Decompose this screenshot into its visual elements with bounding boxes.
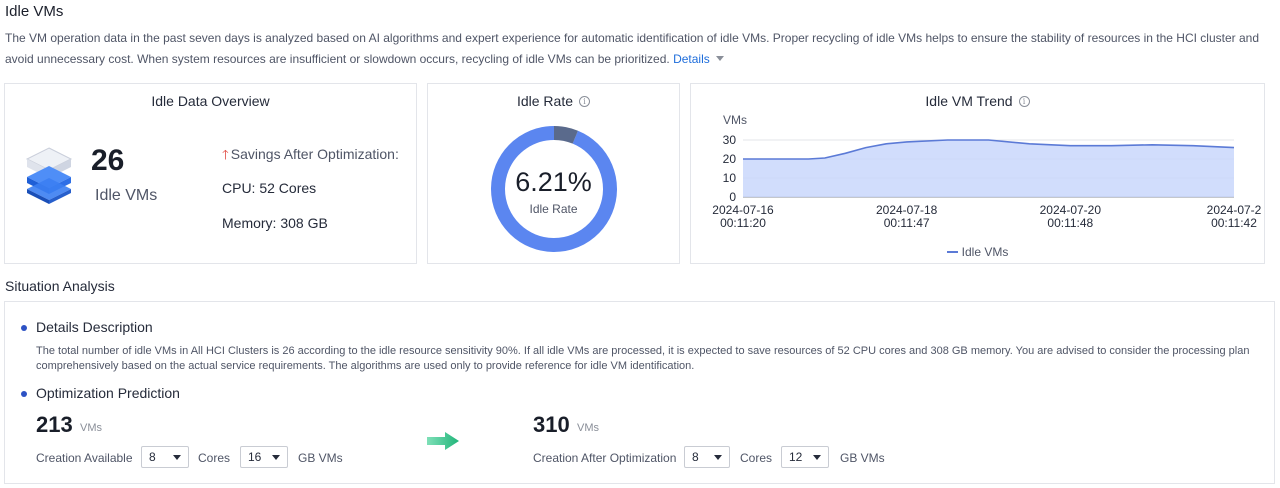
current-memory-select[interactable]: 16 bbox=[240, 446, 288, 468]
y-tick-label: 30 bbox=[723, 133, 737, 147]
intro-text: The VM operation data in the past seven … bbox=[5, 28, 1267, 70]
chevron-down-icon bbox=[173, 455, 181, 460]
info-icon[interactable]: i bbox=[579, 96, 591, 107]
page-title: Idle VMs bbox=[5, 3, 64, 20]
situation-analysis-title: Situation Analysis bbox=[5, 278, 115, 294]
cores-label: Cores bbox=[740, 451, 773, 465]
idle-vm-count: 26 bbox=[91, 144, 125, 177]
info-icon[interactable]: i bbox=[1018, 96, 1030, 107]
idle-rate-card: Idle Rate i 6.21% Idle Rate bbox=[427, 83, 680, 264]
memory-savings: Memory: 308 GB bbox=[222, 215, 328, 231]
x-tick-label-date: 2024-07-2 bbox=[1207, 203, 1262, 217]
current-vm-count: 213 bbox=[36, 412, 73, 437]
idle-data-overview-card: Idle Data Overview 26 Idle VMs 🡑 Savings … bbox=[4, 83, 417, 264]
cores-label: Cores bbox=[198, 451, 231, 465]
optimized-memory-select[interactable]: 12 bbox=[781, 446, 829, 468]
optimized-vm-unit: VMs bbox=[577, 422, 599, 434]
overview-title: Idle Data Overview bbox=[151, 93, 270, 109]
chevron-down-icon bbox=[272, 455, 280, 460]
arrow-up-icon: 🡑 bbox=[222, 147, 229, 162]
x-tick-label-date: 2024-07-16 bbox=[712, 203, 774, 217]
idle-vm-trend-chart: VMs30201002024-07-1600:11:202024-07-1800… bbox=[712, 113, 1262, 230]
details-link[interactable]: Details bbox=[673, 52, 710, 66]
savings-title: 🡑 Savings After Optimization: bbox=[222, 146, 399, 168]
idle-rate-donut bbox=[491, 126, 617, 252]
x-tick-label-time: 00:11:42 bbox=[1211, 216, 1257, 230]
cpu-savings: CPU: 52 Cores bbox=[222, 180, 317, 196]
x-tick-label-time: 00:11:20 bbox=[720, 216, 766, 230]
chevron-down-icon bbox=[714, 455, 722, 460]
trend-title-text: Idle VM Trend bbox=[925, 93, 1013, 109]
optimized-vm-count: 310 bbox=[533, 412, 570, 437]
chevron-down-icon bbox=[813, 455, 821, 460]
optimization-prediction-title: Optimization Prediction bbox=[36, 385, 180, 401]
arrow-right-icon bbox=[427, 432, 459, 450]
creation-after-optimization-label: Creation After Optimization bbox=[533, 451, 677, 465]
trend-title: Idle VM Trend i bbox=[691, 93, 1264, 109]
details-description-text: The total number of idle VMs in All HCI … bbox=[36, 345, 1250, 372]
idle-rate-label: Idle Rate bbox=[529, 202, 578, 216]
optimized-memory-value: 12 bbox=[789, 450, 803, 464]
situation-analysis-panel: Details Description The total number of … bbox=[4, 301, 1275, 484]
optimized-cores-value: 8 bbox=[692, 450, 699, 464]
x-tick-label-date: 2024-07-18 bbox=[876, 203, 938, 217]
y-tick-label: 20 bbox=[723, 152, 737, 166]
current-memory-value: 16 bbox=[248, 450, 262, 464]
series-line-idle-vms bbox=[743, 139, 1235, 160]
gb-vms-label: GB VMs bbox=[840, 451, 885, 465]
bullet-dot bbox=[21, 325, 27, 331]
current-vm-unit: VMs bbox=[80, 422, 102, 434]
x-tick-label-time: 00:11:47 bbox=[884, 216, 930, 230]
series-area-idle-vms bbox=[743, 140, 1234, 197]
legend-swatch bbox=[946, 251, 958, 253]
current-cores-value: 8 bbox=[149, 450, 156, 464]
idle-vm-label: Idle VMs bbox=[95, 187, 158, 204]
server-stack-icon bbox=[25, 147, 73, 204]
idle-vm-trend-card: Idle VM Trend i VMs 30 20 10 0 2024-07-16 00:11… bbox=[690, 83, 1265, 264]
x-tick-label-date: 2024-07-20 bbox=[1040, 203, 1102, 217]
x-tick-label-time: 00:11:48 bbox=[1047, 216, 1093, 230]
idle-rate-title-text: Idle Rate bbox=[516, 93, 574, 109]
chevron-down-icon[interactable] bbox=[715, 56, 724, 61]
intro-description: The VM operation data in the past seven … bbox=[5, 31, 1259, 66]
optimized-cores-select[interactable]: 8 bbox=[684, 446, 730, 468]
savings-title-text: Savings After Optimization: bbox=[230, 146, 399, 162]
idle-rate-title: Idle Rate i bbox=[428, 93, 679, 109]
y-axis-label: VMs bbox=[723, 113, 747, 127]
y-tick-label: 0 bbox=[729, 190, 736, 204]
trend-legend[interactable]: Idle VMs bbox=[691, 245, 1264, 259]
current-cores-select[interactable]: 8 bbox=[141, 446, 189, 468]
legend-label: Idle VMs bbox=[961, 245, 1009, 259]
idle-rate-value: 6.21% bbox=[515, 167, 592, 197]
details-description-title: Details Description bbox=[36, 319, 153, 335]
creation-available-label: Creation Available bbox=[36, 451, 133, 465]
bullet-dot bbox=[21, 391, 27, 397]
y-tick-label: 10 bbox=[723, 171, 737, 185]
gb-vms-label: GB VMs bbox=[298, 451, 343, 465]
